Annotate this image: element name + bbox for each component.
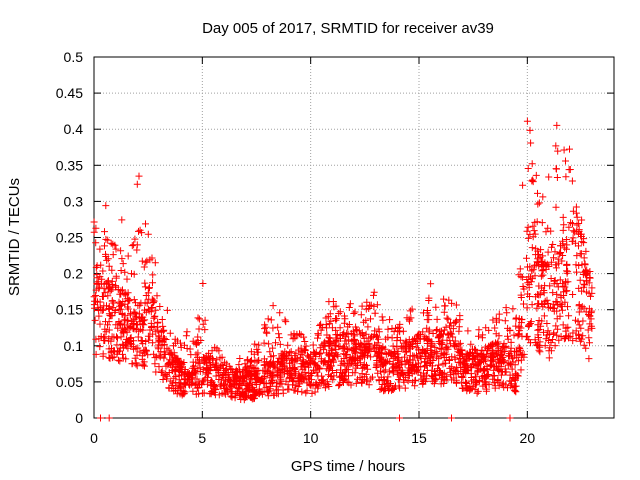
x-axis-label: GPS time / hours [291,458,405,475]
series-srmtid-markers [90,117,596,422]
y-tick-label: 0.3 [64,193,84,209]
y-axis-label: SRMTID / TECUs [6,178,23,296]
x-tick-label: 15 [411,430,427,446]
data-points [90,117,596,422]
y-tick-label: 0.2 [64,266,84,282]
x-tick-label: 5 [198,430,206,446]
y-tick-label: 0 [75,410,83,426]
y-tick-label: 0.5 [64,49,84,65]
x-tick-label: 10 [303,430,319,446]
y-tick-label: 0.1 [64,338,84,354]
y-tick-label: 0.45 [56,85,83,101]
y-tick-label: 0.05 [56,374,83,390]
axis-ticks: 0 0.05 0.1 0.15 0.2 0.25 0.3 0.35 0.4 0.45 0.5 0 5 10… [56,49,614,446]
chart-title: Day 005 of 2017, SRMTID for receiver av3… [202,20,494,37]
x-tick-label: 20 [520,430,536,446]
y-tick-label: 0.35 [56,157,83,173]
x-tick-label: 0 [90,430,98,446]
y-tick-label: 0.15 [56,302,83,318]
y-tick-label: 0.25 [56,230,83,246]
y-tick-label: 0.4 [64,121,84,137]
